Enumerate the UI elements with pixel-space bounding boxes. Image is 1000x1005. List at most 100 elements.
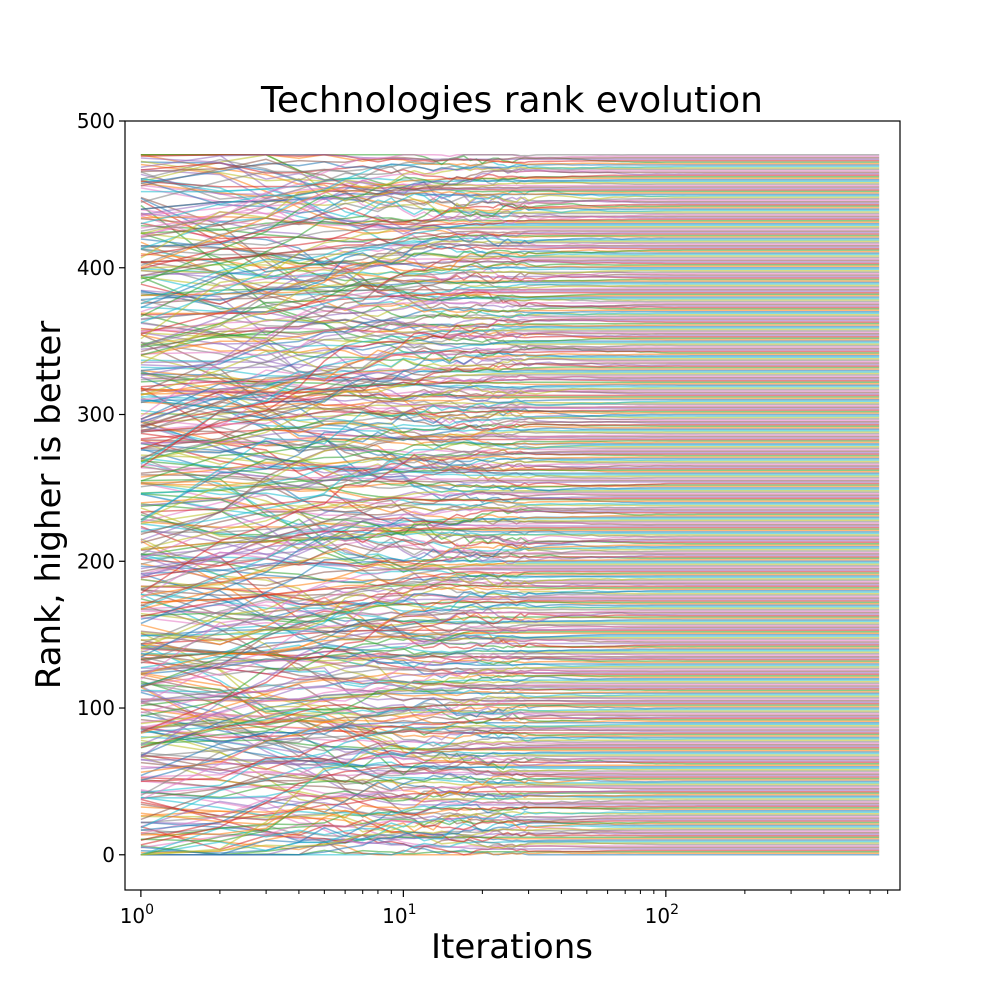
series-line [140, 192, 880, 227]
series-line [140, 189, 880, 227]
series-line [140, 667, 880, 720]
series-line [140, 355, 880, 424]
series-line [140, 672, 880, 740]
series-line [140, 619, 880, 637]
series-line [140, 372, 880, 462]
series-line [140, 370, 880, 504]
series-line [140, 520, 880, 532]
series-line [140, 322, 880, 425]
series-line [140, 420, 880, 492]
series-line [140, 724, 880, 744]
x-axis-label: Iterations [431, 927, 593, 967]
series-line [140, 765, 880, 777]
series-line [140, 696, 880, 797]
series-line [140, 401, 880, 415]
series-line [140, 745, 880, 770]
series-line [140, 162, 880, 180]
series-line [140, 580, 880, 705]
series-line [140, 281, 880, 301]
series-line [140, 558, 880, 610]
series-line [140, 154, 880, 214]
series-line [140, 232, 880, 302]
series-line [140, 653, 880, 687]
series-line [140, 611, 880, 733]
series-line [140, 754, 880, 775]
series-line [140, 764, 880, 821]
series-line [140, 570, 880, 618]
series-line [140, 805, 880, 841]
series-line [140, 341, 880, 391]
series-line [140, 493, 880, 587]
chart-title: Technologies rank evolution [260, 80, 763, 121]
series-line [140, 341, 880, 430]
series-line [140, 780, 880, 805]
series-line [140, 518, 880, 534]
series-line [140, 831, 880, 856]
series-line [140, 634, 880, 687]
series-line [140, 589, 880, 620]
series-line [140, 724, 880, 754]
series-line [140, 448, 880, 594]
y-tick-label: 300 [77, 403, 115, 427]
series-line [140, 361, 880, 461]
series-line [140, 537, 880, 590]
series-line [140, 583, 880, 603]
series-line [140, 612, 880, 705]
series-line [140, 154, 880, 239]
series-line [140, 777, 880, 816]
series-line [140, 168, 880, 229]
series-line [140, 673, 880, 753]
series-line [140, 216, 880, 247]
series-line [140, 182, 880, 199]
series-line [140, 555, 880, 623]
series-line [140, 753, 880, 805]
series-line [140, 239, 880, 365]
series-line [140, 575, 880, 642]
series-line [140, 237, 880, 305]
series-line [140, 376, 880, 396]
series-line [140, 326, 880, 397]
series-line [140, 440, 880, 470]
series-line [140, 501, 880, 525]
series-line [140, 790, 880, 821]
series-line [140, 702, 880, 749]
x-tick-label: 100 [120, 902, 154, 928]
series-line [140, 528, 880, 556]
series-line [140, 212, 880, 299]
series-line [140, 717, 880, 783]
series-line [140, 642, 880, 673]
series-line [140, 532, 880, 567]
series-line [140, 644, 880, 667]
series-line [140, 283, 880, 313]
series-line [140, 493, 880, 552]
series-line [140, 161, 880, 196]
series-line [140, 203, 880, 257]
series-line [140, 338, 880, 420]
series-line [140, 374, 880, 432]
series-line [140, 235, 880, 302]
series-line [140, 705, 880, 774]
series-line [140, 244, 880, 309]
series-line [140, 810, 880, 856]
series-line [140, 711, 880, 731]
series-line [140, 241, 880, 314]
series-line [140, 480, 880, 490]
series-line [140, 572, 880, 642]
series-line [140, 250, 880, 274]
series-line [140, 682, 880, 730]
series-line [140, 430, 880, 521]
series-line [140, 503, 880, 569]
series-line [140, 196, 880, 310]
series-line [140, 409, 880, 433]
series-line [140, 410, 880, 424]
series-line [140, 491, 880, 577]
series-line [140, 372, 880, 428]
series-line [140, 322, 880, 348]
series-line [140, 639, 880, 675]
series-line [140, 327, 880, 338]
series-line [140, 243, 880, 263]
series-line [140, 721, 880, 794]
series-line [140, 692, 880, 757]
series-line [140, 432, 880, 524]
